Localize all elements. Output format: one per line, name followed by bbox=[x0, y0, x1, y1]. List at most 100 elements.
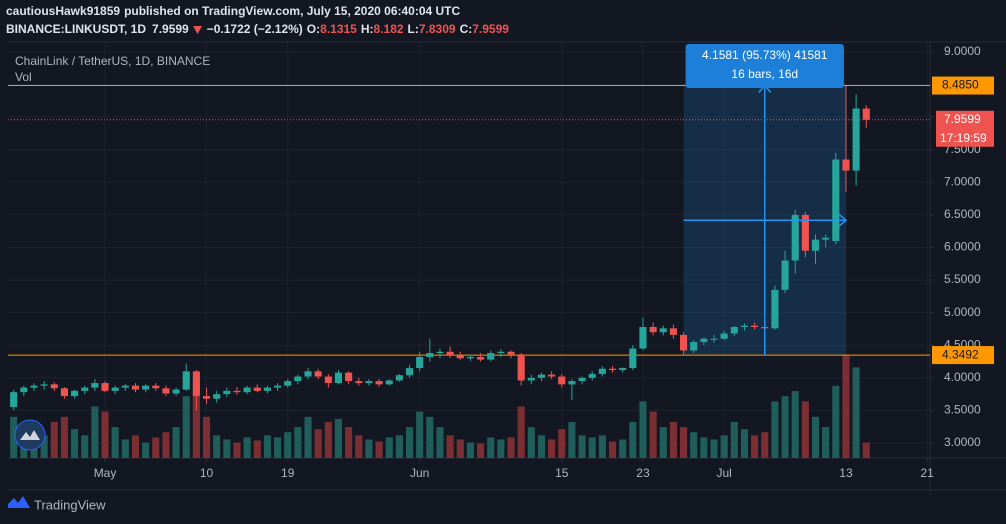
candle-body bbox=[649, 327, 657, 333]
candle-body bbox=[680, 334, 688, 351]
candle-body bbox=[121, 385, 129, 388]
candle-body bbox=[669, 328, 677, 335]
l-value: 7.8309 bbox=[419, 22, 456, 36]
y-tick-label: 6.0000 bbox=[944, 240, 981, 254]
candle-body bbox=[608, 368, 617, 371]
candle-body bbox=[385, 380, 393, 385]
candle-body bbox=[30, 385, 38, 388]
candle-body bbox=[842, 159, 850, 171]
volume-bar bbox=[761, 432, 769, 458]
volume-bar bbox=[700, 437, 708, 458]
volume-bar bbox=[314, 429, 322, 458]
volume-bar bbox=[548, 439, 556, 458]
volume-bar bbox=[517, 406, 525, 458]
candle-body bbox=[294, 376, 302, 382]
volume-bar bbox=[81, 435, 89, 458]
volume-bar bbox=[243, 437, 251, 458]
c-value: 7.9599 bbox=[472, 22, 509, 36]
y-tick-label: 5.0000 bbox=[944, 305, 981, 319]
logo-icon bbox=[20, 430, 40, 440]
last-price-label: 7.9599 bbox=[944, 112, 981, 126]
volume-bar bbox=[811, 416, 820, 458]
volume-bar bbox=[629, 421, 637, 458]
header-line: cautiousHawk91859 published on TradingVie… bbox=[6, 4, 461, 18]
candle-body bbox=[101, 383, 109, 391]
candle-body bbox=[568, 381, 576, 385]
candle-body bbox=[517, 354, 525, 381]
candle-body bbox=[10, 392, 18, 408]
legend-title: ChainLink / TetherUS, 1D, BINANCE bbox=[15, 54, 210, 68]
candle-body bbox=[730, 327, 738, 334]
x-tick-label: Jun bbox=[410, 466, 429, 480]
volume-bar bbox=[842, 355, 850, 458]
volume-bar bbox=[91, 406, 99, 458]
candle-body bbox=[497, 351, 505, 354]
volume-bar bbox=[740, 429, 749, 458]
volume-bar bbox=[791, 391, 799, 458]
volume-bar bbox=[405, 427, 414, 458]
measure-label-box bbox=[685, 44, 844, 88]
candle-body bbox=[405, 368, 414, 376]
o-label: O: bbox=[307, 22, 320, 36]
candle-body bbox=[466, 356, 474, 359]
candle-body bbox=[284, 381, 292, 386]
volume-bar bbox=[192, 380, 200, 458]
candle-body bbox=[477, 356, 485, 360]
x-tick-label: 21 bbox=[920, 466, 934, 480]
volume-bar bbox=[619, 439, 627, 458]
y-tick-label: 6.5000 bbox=[944, 207, 981, 221]
candle-body bbox=[659, 328, 667, 333]
volume-bar bbox=[436, 427, 444, 458]
candle-body bbox=[202, 396, 211, 399]
candle-body bbox=[213, 394, 221, 399]
candle-body bbox=[142, 385, 150, 390]
brand: TradingView bbox=[34, 497, 106, 512]
symbol: BINANCE:LINKUSDT, 1D bbox=[6, 22, 146, 36]
volume-bar bbox=[659, 427, 667, 458]
volume-bar bbox=[416, 411, 424, 458]
volume-bar bbox=[669, 421, 677, 458]
candle-body bbox=[537, 374, 546, 378]
plot: 9.00008.50008.00007.50007.00006.50006.00… bbox=[8, 42, 994, 480]
volume-bar bbox=[507, 437, 515, 458]
volume-bar bbox=[202, 416, 211, 458]
candle-body bbox=[395, 375, 403, 381]
c-label: C: bbox=[460, 22, 473, 36]
volume-bar bbox=[111, 427, 119, 458]
volume-bar bbox=[558, 429, 566, 458]
volume-bar bbox=[588, 437, 596, 458]
candle-body bbox=[781, 260, 789, 290]
volume-bar bbox=[608, 441, 617, 458]
volume-bar bbox=[71, 429, 79, 458]
candle-body bbox=[548, 374, 556, 377]
y-tick-label: 5.5000 bbox=[944, 272, 981, 286]
volume-bar bbox=[60, 416, 68, 458]
symbol-line: BINANCE:LINKUSDT, 1D 7.9599 −0.1722 (−2.12… bbox=[6, 22, 509, 36]
volume-bar bbox=[213, 435, 221, 458]
volume-bar bbox=[131, 435, 140, 458]
x-tick-label: 13 bbox=[839, 466, 853, 480]
volume-bar bbox=[182, 396, 190, 458]
candle-body bbox=[40, 384, 48, 386]
candle-body bbox=[700, 338, 708, 342]
level-price-label: 8.4850 bbox=[942, 78, 979, 92]
volume-bar bbox=[852, 367, 860, 458]
volume-bar bbox=[274, 437, 282, 458]
candle-body bbox=[811, 239, 820, 251]
candle-body bbox=[639, 327, 647, 349]
level-price-label: 4.3492 bbox=[942, 347, 979, 361]
candle-body bbox=[507, 351, 515, 355]
candle-body bbox=[192, 371, 200, 397]
y-tick-label: 7.0000 bbox=[944, 174, 981, 188]
candle-body bbox=[111, 387, 119, 391]
volume-bar bbox=[263, 435, 271, 458]
measure-arrowhead bbox=[838, 213, 848, 227]
volume-bar bbox=[690, 432, 698, 458]
candle-body bbox=[172, 389, 180, 394]
level-price-box bbox=[932, 346, 994, 365]
volume-bar bbox=[304, 416, 312, 458]
candle-body bbox=[751, 325, 759, 328]
candle-body bbox=[862, 108, 870, 120]
candle-body bbox=[243, 387, 251, 393]
